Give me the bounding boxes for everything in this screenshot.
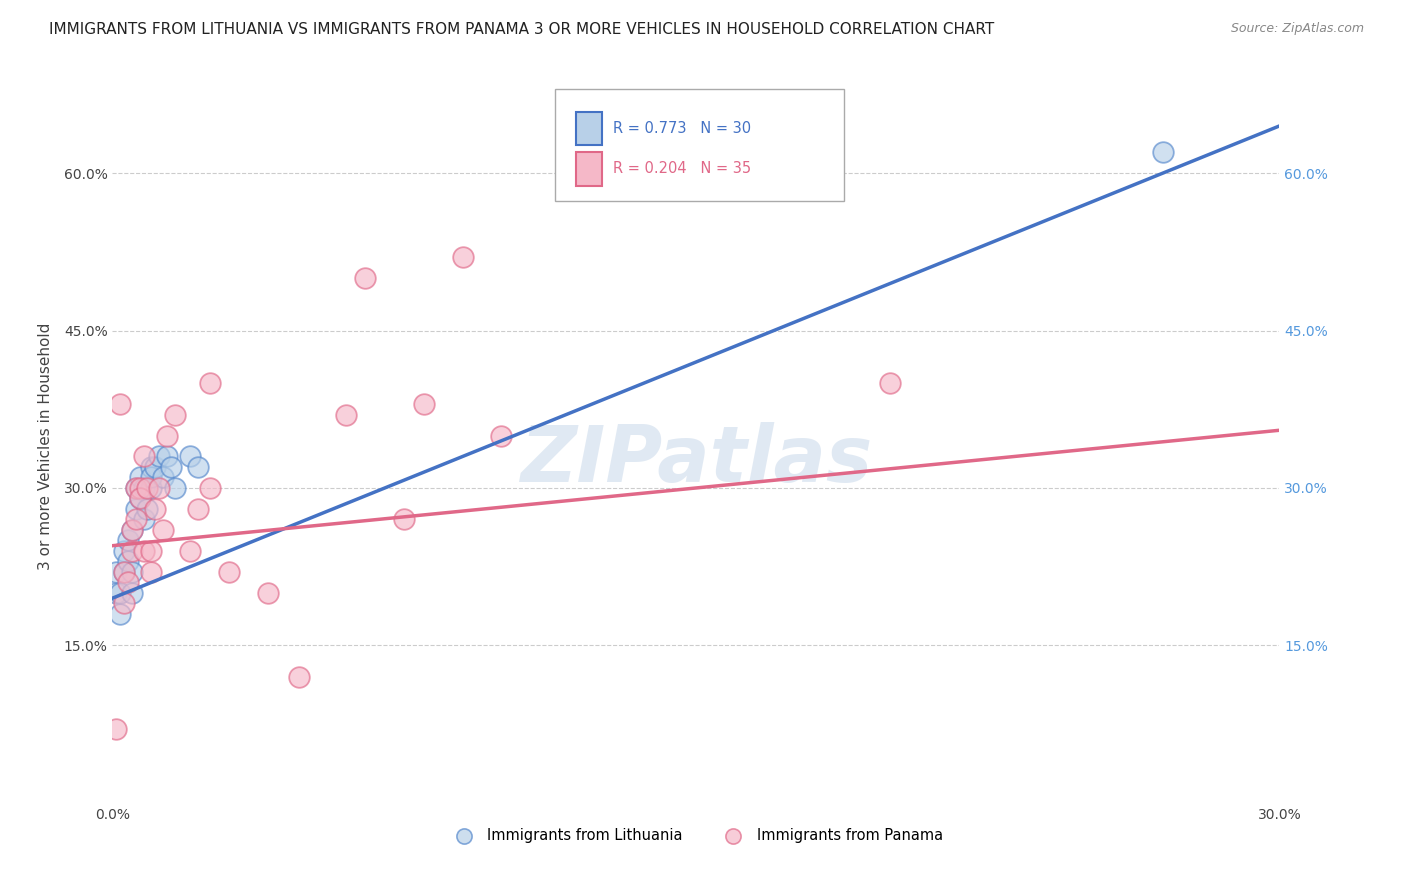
Point <box>160 460 183 475</box>
Point <box>132 450 155 464</box>
Point <box>141 544 163 558</box>
Point <box>335 408 357 422</box>
Point <box>121 586 143 600</box>
Point <box>132 544 155 558</box>
Point <box>110 607 132 621</box>
Point <box>132 512 155 526</box>
Text: ZIPatlas: ZIPatlas <box>520 422 872 499</box>
Point <box>125 512 148 526</box>
Point <box>187 460 209 475</box>
Point <box>198 481 221 495</box>
Point <box>1152 145 1174 160</box>
Point <box>148 450 170 464</box>
Point <box>105 723 128 737</box>
Point <box>112 544 135 558</box>
Point <box>128 491 150 506</box>
Point <box>110 397 132 411</box>
Point <box>117 554 139 568</box>
Point <box>128 481 150 495</box>
Point <box>143 502 166 516</box>
Legend: Immigrants from Lithuania, Immigrants from Panama: Immigrants from Lithuania, Immigrants fr… <box>443 822 949 849</box>
Point <box>105 586 128 600</box>
Point <box>156 428 179 442</box>
Text: R = 0.204   N = 35: R = 0.204 N = 35 <box>613 161 751 176</box>
Point <box>491 428 513 442</box>
Point <box>121 565 143 579</box>
Point <box>152 470 174 484</box>
Point <box>136 502 159 516</box>
Point <box>125 481 148 495</box>
Point <box>218 565 240 579</box>
Point <box>105 565 128 579</box>
Point <box>132 481 155 495</box>
Point <box>288 670 311 684</box>
Point <box>257 586 280 600</box>
Point <box>117 533 139 548</box>
Point <box>141 460 163 475</box>
Point <box>141 470 163 484</box>
Point <box>128 491 150 506</box>
Point <box>141 565 163 579</box>
Point <box>112 565 135 579</box>
Point <box>187 502 209 516</box>
Point <box>179 450 201 464</box>
Point <box>117 575 139 590</box>
Point <box>128 470 150 484</box>
Point <box>394 512 416 526</box>
Point <box>179 544 201 558</box>
Point <box>110 586 132 600</box>
Point <box>163 481 186 495</box>
Point <box>121 523 143 537</box>
Point <box>152 523 174 537</box>
Point <box>354 271 377 285</box>
Point <box>125 481 148 495</box>
Point <box>156 450 179 464</box>
Point <box>143 460 166 475</box>
Point <box>451 250 474 264</box>
Point <box>136 481 159 495</box>
Point <box>125 502 148 516</box>
Point <box>141 481 163 495</box>
Point <box>412 397 434 411</box>
Point <box>163 408 186 422</box>
Y-axis label: 3 or more Vehicles in Household: 3 or more Vehicles in Household <box>38 322 52 570</box>
Point <box>148 481 170 495</box>
Point <box>879 376 901 390</box>
Point <box>112 596 135 610</box>
Point <box>121 523 143 537</box>
Text: IMMIGRANTS FROM LITHUANIA VS IMMIGRANTS FROM PANAMA 3 OR MORE VEHICLES IN HOUSEH: IMMIGRANTS FROM LITHUANIA VS IMMIGRANTS … <box>49 22 994 37</box>
Point <box>112 565 135 579</box>
Text: R = 0.773   N = 30: R = 0.773 N = 30 <box>613 121 751 136</box>
Point <box>198 376 221 390</box>
Point <box>121 544 143 558</box>
Text: Source: ZipAtlas.com: Source: ZipAtlas.com <box>1230 22 1364 36</box>
